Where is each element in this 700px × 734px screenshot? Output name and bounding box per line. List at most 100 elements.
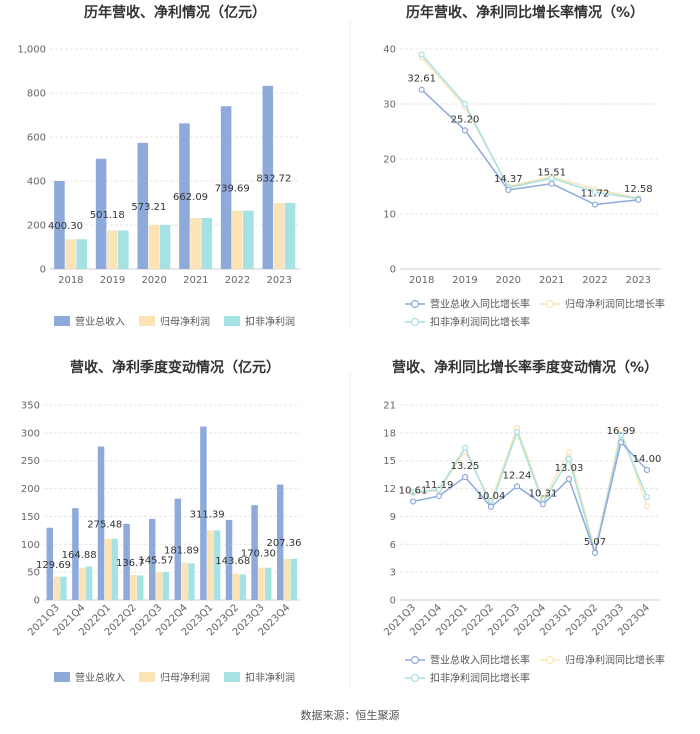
data-label: 129.69 [36,560,71,571]
line-归母净利润同比增长率 [421,56,639,199]
legend: 营业总收入 归母净利润 扣非净利润 [54,315,295,328]
y-tick-label: 18 [383,428,396,439]
point-营业总收入同比增长率 [513,483,521,490]
legend-label: 扣非净利润同比增长率 [430,316,530,329]
bar-营业总收入 [137,142,149,269]
point-扣非净利润同比增长率 [591,188,599,196]
data-label: 170.30 [241,549,276,560]
bar-归母净利润 [106,230,118,269]
legend-label: 归母净利润 [160,671,210,684]
x-tick-label: 2021 [539,275,564,286]
y-tick-label: 10 [383,210,396,221]
data-label: 15.51 [537,168,566,179]
legend-label: 扣非净利润 [245,315,295,328]
y-tick-label: 800 [27,89,46,100]
chart-title: 营收、净利同比增长率季度变动情况（%） [392,359,658,376]
bar-营业总收入 [262,85,274,269]
legend-swatch [224,672,240,682]
point-扣非净利润同比增长率 [461,444,469,451]
y-tick-label: 200 [21,484,40,495]
bar-扣非净利润 [201,217,212,269]
legend-swatch [54,316,70,326]
data-label: 10.61 [399,485,428,496]
bar-扣非净利润 [239,574,246,600]
legend-label: 归母净利润同比增长率 [565,654,665,667]
line-营业总收入同比增长率 [412,440,648,556]
y-tick-label: 150 [21,512,40,523]
y-tick-label: 0 [40,265,46,276]
point-营业总收入同比增长率 [418,86,425,93]
data-label: 10.04 [477,491,506,502]
y-tick-label: 9 [390,512,396,523]
bar-扣非净利润 [284,203,296,269]
point-营业总收入同比增长率 [435,492,443,500]
bar-归母净利润 [104,538,112,600]
point-营业总收入同比增长率 [409,498,417,505]
data-label: 11.19 [425,480,454,491]
bar-归母净利润 [283,558,291,600]
point-扣非净利润同比增长率 [565,455,573,462]
x-tick-label: 2022 [225,275,250,286]
data-label: 501.18 [90,210,125,221]
legend-label: 营业总收入同比增长率 [430,298,530,311]
x-tick-label: 2018 [58,275,83,286]
y-tick-label: 0 [390,596,396,607]
legend-label: 营业总收入 [75,671,125,684]
legend-label: 扣非净利润同比增长率 [430,672,530,685]
bar-扣非净利润 [137,575,144,600]
data-label: 10.31 [529,488,558,499]
data-label: 11.72 [581,189,610,200]
bar-归母净利润 [231,210,243,269]
x-tick-label: 2020 [141,275,166,286]
data-label: 14.37 [494,174,523,185]
data-label: 32.61 [407,74,436,85]
point-扣非净利润同比增长率 [435,486,443,493]
bar-归母净利润 [232,573,240,600]
point-扣非净利润同比增长率 [617,431,625,438]
bar-扣非净利润 [213,530,221,600]
point-营业总收入同比增长率 [487,503,495,510]
point-营业总收入同比增长率 [505,186,512,194]
data-label: 662.09 [173,192,208,203]
x-tick-label: 2019 [100,275,125,286]
bar-营业总收入 [72,508,79,600]
legend-swatch [54,672,70,682]
bar-扣非净利润 [118,230,129,269]
point-营业总收入同比增长率 [617,439,625,446]
x-tick-label: 2021 [183,275,208,286]
y-tick-label: 200 [27,221,46,232]
data-label: 311.39 [190,509,225,520]
bar-扣非净利润 [159,225,171,269]
data-label: 400.30 [48,221,83,232]
x-tick-label: 2023 [626,275,651,286]
bar-营业总收入 [251,505,258,600]
point-营业总收入同比增长率 [461,473,469,481]
data-source: 数据来源：恒生聚源 [300,709,400,722]
bar-归母净利润 [190,217,201,269]
bar-营业总收入 [276,484,284,600]
bar-归母净利润 [258,567,265,600]
point-归母净利润同比增长率 [643,503,651,510]
x-tick-label: 2018 [409,275,434,286]
y-tick-label: 0 [390,265,396,276]
data-label: 275.48 [87,519,122,530]
bar-扣非净利润 [290,558,298,600]
bar-营业总收入 [97,446,105,600]
line-营业总收入同比增长率 [421,89,639,206]
chart-panel-1: 历年营收、净利同比增长率情况（%） 0 10 20 30 40 2018 2019 2020 20… [383,4,665,329]
bar-归母净利润 [181,562,188,600]
legend-marker [545,655,555,665]
point-营业总收入同比增长率 [635,196,642,203]
legend-label: 营业总收入 [75,315,125,328]
point-扣非净利润同比增长率 [409,489,417,496]
x-tick-label: 2020 [496,275,521,286]
point-扣非净利润同比增长率 [513,428,521,436]
y-tick-label: 600 [27,133,46,144]
data-label: 13.25 [451,461,480,472]
y-tick-label: 21 [383,401,396,412]
point-营业总收入同比增长率 [539,501,547,508]
x-tick-label: 2023 [266,275,291,286]
y-tick-label: 300 [21,428,40,439]
